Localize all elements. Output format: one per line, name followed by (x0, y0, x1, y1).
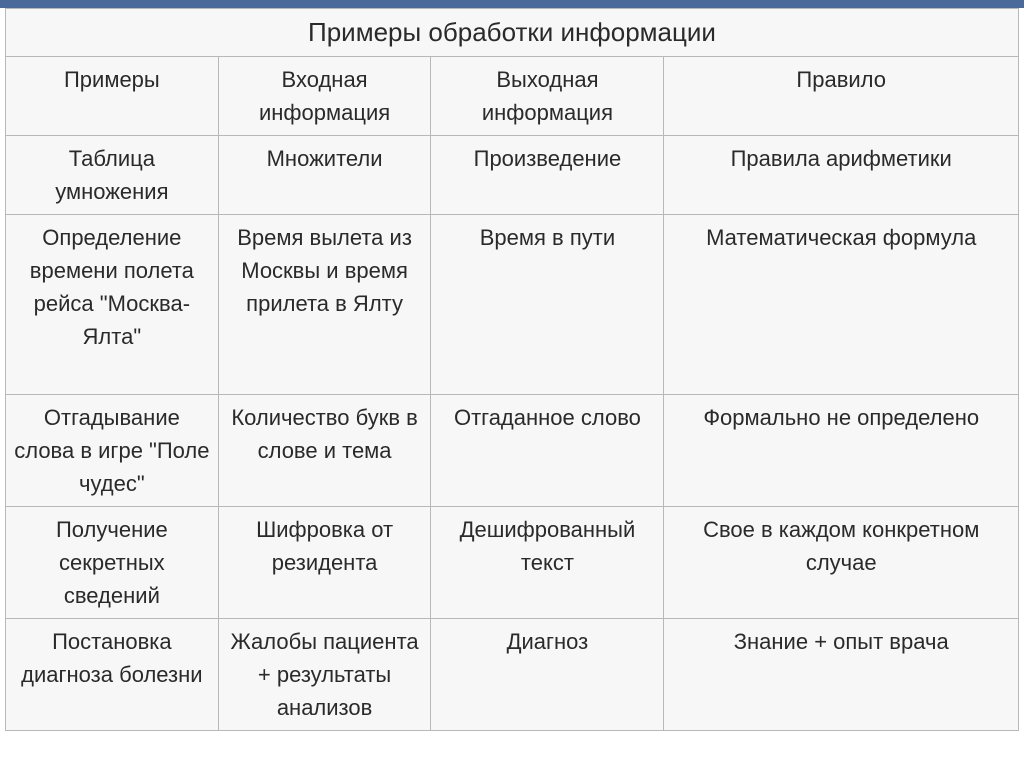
cell-input: Количество букв в слове и тема (218, 395, 431, 507)
table-title: Примеры обработки информации (6, 9, 1019, 57)
col-header-input: Входная информация (218, 57, 431, 136)
cell-example: Отгадывание слова в игре "Поле чудес" (6, 395, 219, 507)
cell-output: Отгаданное слово (431, 395, 664, 507)
cell-output: Произведение (431, 136, 664, 215)
cell-rule: Знание + опыт врача (664, 619, 1019, 731)
cell-rule: Математическая формула (664, 215, 1019, 395)
cell-output: Дешифрованный текст (431, 507, 664, 619)
title-row: Примеры обработки информации (6, 9, 1019, 57)
cell-rule: Свое в каждом конкретном случае (664, 507, 1019, 619)
col-header-output: Выходная информация (431, 57, 664, 136)
cell-example: Получение секретных сведений (6, 507, 219, 619)
cell-example: Определение времени полета рейса "Москва… (6, 215, 219, 395)
table-row: Таблица умножения Множители Произведение… (6, 136, 1019, 215)
cell-output: Время в пути (431, 215, 664, 395)
table-row: Постановка диагноза болезни Жалобы пацие… (6, 619, 1019, 731)
cell-rule: Правила арифметики (664, 136, 1019, 215)
cell-input: Жалобы пациента + результаты анализов (218, 619, 431, 731)
cell-input: Шифровка от резидента (218, 507, 431, 619)
cell-example: Постановка диагноза болезни (6, 619, 219, 731)
top-bar (0, 0, 1024, 8)
cell-output: Диагноз (431, 619, 664, 731)
col-header-examples: Примеры (6, 57, 219, 136)
info-processing-table: Примеры обработки информации Примеры Вхо… (5, 8, 1019, 731)
table-row: Получение секретных сведений Шифровка от… (6, 507, 1019, 619)
cell-rule: Формально не определено (664, 395, 1019, 507)
header-row: Примеры Входная информация Выходная инфо… (6, 57, 1019, 136)
table-container: Примеры обработки информации Примеры Вхо… (5, 8, 1019, 731)
col-header-rule: Правило (664, 57, 1019, 136)
cell-input: Время вылета из Москвы и время прилета в… (218, 215, 431, 395)
cell-input: Множители (218, 136, 431, 215)
table-row: Определение времени полета рейса "Москва… (6, 215, 1019, 395)
cell-example: Таблица умножения (6, 136, 219, 215)
table-row: Отгадывание слова в игре "Поле чудес" Ко… (6, 395, 1019, 507)
